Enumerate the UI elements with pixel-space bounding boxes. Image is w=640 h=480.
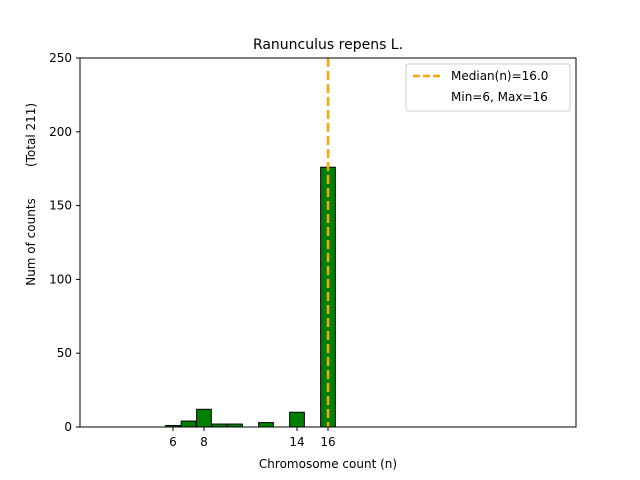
y-tick-label: 250 xyxy=(49,51,72,65)
y-axis-total-label: (Total 211) xyxy=(24,103,38,167)
y-axis-label: Num of counts xyxy=(24,198,38,286)
bar-n-14 xyxy=(289,411,305,428)
x-tick-label: 14 xyxy=(289,435,304,449)
y-tick-label: 150 xyxy=(49,199,72,213)
ticks-group: 0 50 100 150 200 250 6 8 14 16 xyxy=(49,51,336,449)
x-tick-label: 8 xyxy=(200,435,208,449)
y-tick-label: 50 xyxy=(57,346,72,360)
x-tick-label: 6 xyxy=(169,435,177,449)
y-tick-label: 0 xyxy=(64,420,72,434)
legend-median-label: Median(n)=16.0 xyxy=(451,69,548,83)
bar-n-7 xyxy=(180,420,197,428)
y-tick-label: 200 xyxy=(49,125,72,139)
y-tick-label: 100 xyxy=(49,272,72,286)
bar-n-8 xyxy=(196,408,212,428)
chart-title: Ranunculus repens L. xyxy=(253,37,403,53)
x-axis-label: Chromosome count (n) xyxy=(259,457,397,471)
legend: Median(n)=16.0 Min=6, Max=16 xyxy=(405,63,571,112)
legend-frame xyxy=(405,63,571,112)
bar-n-12 xyxy=(258,422,274,428)
x-tick-label: 16 xyxy=(320,435,335,449)
legend-range-label: Min=6, Max=16 xyxy=(451,90,548,104)
